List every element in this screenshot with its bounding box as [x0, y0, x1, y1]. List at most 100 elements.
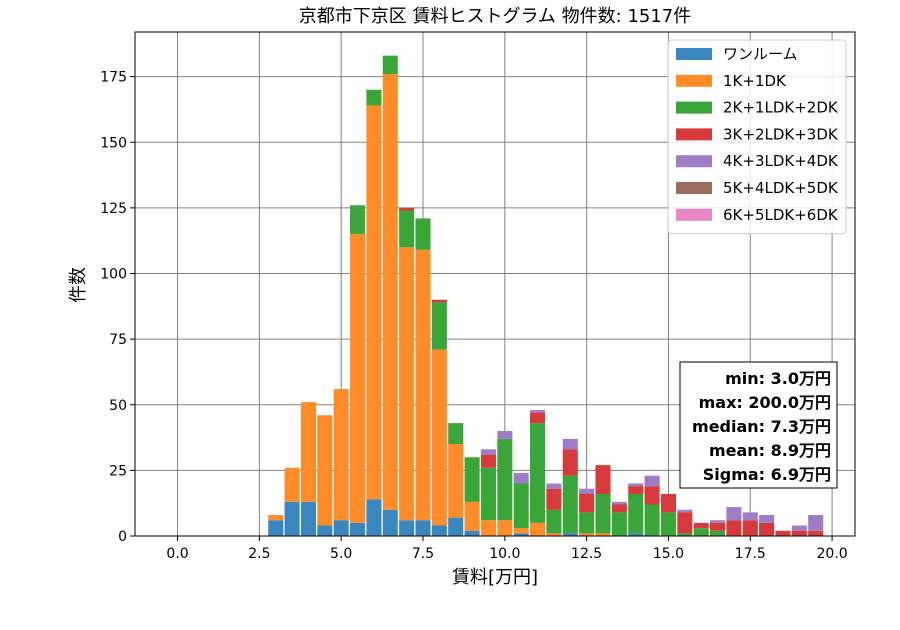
legend-swatch — [676, 128, 712, 141]
histogram-bar — [300, 402, 316, 502]
histogram-bar — [726, 507, 742, 521]
histogram-bar — [742, 512, 758, 521]
y-tick-label: 150 — [100, 135, 127, 151]
histogram-bar — [284, 501, 300, 536]
histogram-bar — [513, 533, 529, 536]
histogram-bar — [611, 501, 627, 505]
y-tick-label: 175 — [100, 70, 127, 86]
legend-swatch — [676, 208, 712, 221]
legend-label: 4K+3LDK+4DK — [723, 152, 839, 170]
histogram-bar — [530, 423, 546, 523]
y-tick-label: 50 — [109, 398, 127, 414]
histogram-bar — [350, 234, 366, 523]
histogram-bar — [448, 517, 464, 536]
legend-label: 2K+1LDK+2DK — [723, 99, 839, 117]
x-tick-label: 15.0 — [653, 546, 684, 562]
x-tick-label: 20.0 — [817, 546, 848, 562]
legend-swatch — [676, 101, 712, 114]
y-tick-label: 0 — [118, 529, 127, 545]
histogram-bar — [579, 512, 595, 534]
stats-box: min: 3.0万円 max: 200.0万円 median: 7.3万円 mean:… — [679, 361, 838, 489]
bars-group — [268, 55, 824, 536]
x-tick-label: 0.0 — [166, 546, 188, 562]
plot-frame — [134, 31, 856, 537]
histogram-bar — [611, 504, 627, 513]
histogram-bar — [268, 515, 284, 521]
histogram-bar — [611, 512, 627, 536]
histogram-bar — [808, 515, 824, 531]
x-tick-label: 12.5 — [571, 546, 602, 562]
x-tick-label: 10.0 — [489, 546, 520, 562]
histogram-bar — [382, 55, 398, 74]
histogram-bar — [350, 522, 366, 536]
histogram-bar — [317, 525, 333, 536]
x-tick-label: 7.5 — [412, 546, 434, 562]
histogram-bar — [628, 483, 644, 487]
histogram-bar — [382, 74, 398, 510]
legend-swatch — [676, 74, 712, 87]
histogram-bar — [284, 467, 300, 502]
histogram-bar — [464, 501, 480, 531]
legend-swatch — [676, 155, 712, 168]
histogram-bar — [775, 530, 791, 536]
histogram-bar — [579, 488, 595, 494]
legend-label: 6K+5LDK+6DK — [723, 206, 839, 224]
histogram-bar — [644, 504, 660, 536]
x-tick-label: 5.0 — [330, 546, 352, 562]
histogram-bar — [431, 302, 447, 350]
histogram-bar — [562, 475, 578, 534]
histogram-bar — [317, 415, 333, 526]
histogram-bar — [333, 520, 349, 536]
histogram-bar — [726, 520, 742, 536]
histogram-bar — [448, 423, 464, 445]
histogram-bar — [431, 299, 447, 303]
histogram-bar — [399, 207, 415, 211]
histogram-bar — [677, 533, 693, 536]
y-tick-label: 25 — [109, 463, 127, 479]
histogram-bar — [480, 449, 496, 455]
histogram-bar — [546, 533, 562, 536]
stats-line: max: 200.0万円 — [699, 393, 831, 412]
stats-line: median: 7.3万円 — [692, 417, 831, 436]
histogram-bar — [366, 89, 382, 106]
histogram-bar — [644, 486, 660, 505]
histogram-bar — [628, 494, 644, 534]
histogram-bar — [448, 444, 464, 518]
histogram-bar — [399, 247, 415, 521]
x-axis-label: 賃料[万円] — [452, 567, 538, 588]
histogram-bar — [382, 509, 398, 536]
stats-frame — [679, 361, 838, 489]
histogram-bar — [350, 205, 366, 235]
histogram-bar — [480, 454, 496, 468]
y-tick-label: 100 — [100, 267, 127, 283]
x-axis-ticks: 0.0 2.5 5.0 7.5 10.0 12.5 15.0 17.5 20.0 — [166, 536, 848, 562]
histogram-bar — [268, 520, 284, 536]
histogram-bar — [742, 520, 758, 536]
histogram-bar — [759, 522, 775, 536]
histogram-bar — [579, 494, 595, 513]
histogram-bar — [562, 449, 578, 476]
histogram-bar — [546, 509, 562, 534]
histogram-bar — [677, 512, 693, 534]
histogram-bar — [562, 438, 578, 450]
histogram-bar — [579, 533, 595, 536]
histogram-bar — [530, 410, 546, 413]
histogram-bar — [530, 522, 546, 536]
histogram-bar — [497, 431, 513, 439]
histogram-bar — [660, 494, 676, 513]
histogram-bar — [464, 457, 480, 502]
legend-frame — [667, 39, 847, 235]
y-tick-label: 125 — [100, 201, 127, 217]
histogram-bar — [300, 501, 316, 536]
y-axis-label: 件数 — [68, 267, 89, 303]
stats-line: mean: 8.9万円 — [709, 441, 831, 460]
histogram-bar — [415, 520, 431, 536]
histogram-bar — [513, 528, 529, 534]
histogram-bar — [710, 522, 726, 531]
y-axis-ticks: 0 25 50 75 100 125 150 175 — [100, 70, 135, 545]
histogram-bar — [464, 530, 480, 536]
histogram-bar — [497, 438, 513, 521]
legend: ワンルーム 1K+1DK 2K+1LDK+2DK 3K+2LDK+3DK 4K+3LDK… — [667, 39, 847, 235]
histogram-bar — [759, 515, 775, 523]
